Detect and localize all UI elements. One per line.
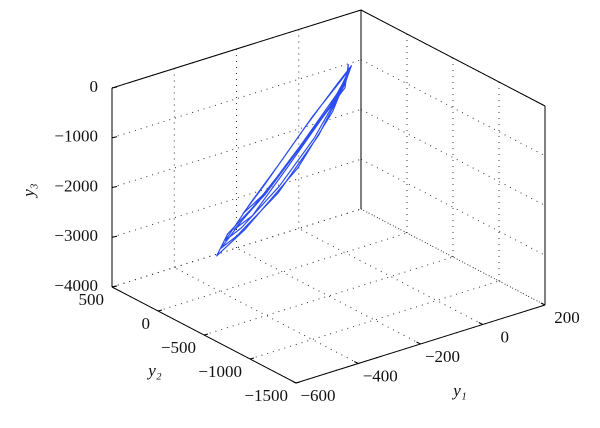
grid-line xyxy=(203,256,454,336)
y-tick-label: −1500 xyxy=(244,386,288,405)
z-tick-label: −1000 xyxy=(54,127,98,146)
grid-line xyxy=(360,109,546,206)
x-axis-label: y₁ xyxy=(451,381,466,400)
x-tick-label: −400 xyxy=(363,366,398,385)
x-tick-label: 200 xyxy=(554,308,580,327)
tick-mark xyxy=(291,380,297,384)
tick-mark xyxy=(111,86,118,89)
z-tick-label: 0 xyxy=(90,77,99,96)
tick-mark xyxy=(478,322,483,325)
tick-mark xyxy=(354,361,359,364)
x-tick-label: 0 xyxy=(501,327,510,346)
z-tick-label: −3000 xyxy=(54,226,98,245)
z-axis-label: y₃ xyxy=(19,183,38,199)
grid-line xyxy=(298,228,483,325)
grid-line xyxy=(360,158,546,256)
grid-line xyxy=(249,280,500,360)
grid-line xyxy=(236,247,421,345)
y-tick-label: 0 xyxy=(142,314,151,333)
tick-mark xyxy=(203,333,209,336)
x-tick-label: −200 xyxy=(425,347,460,366)
y-axis-label: y₂ xyxy=(146,361,162,380)
tick-mark xyxy=(540,302,546,306)
tick-mark xyxy=(111,186,118,188)
y-tick-label: −500 xyxy=(161,338,196,357)
y-tick-label: 500 xyxy=(79,290,105,309)
tick-mark xyxy=(295,381,301,384)
z-tick-label: −2000 xyxy=(54,176,98,195)
axis-line xyxy=(360,9,546,107)
grid-line xyxy=(174,267,359,364)
grid-line xyxy=(360,59,546,157)
tick-mark xyxy=(416,341,421,345)
trajectory xyxy=(216,64,352,257)
y-tick-label: −1000 xyxy=(198,362,242,381)
tick-mark xyxy=(157,309,163,312)
tick-mark xyxy=(111,136,118,139)
x-tick-label: −600 xyxy=(300,386,335,405)
tick-mark xyxy=(249,357,255,360)
tick-mark xyxy=(111,285,118,288)
grid-line xyxy=(157,232,408,312)
tick-mark xyxy=(111,235,118,238)
grid-line xyxy=(111,158,362,238)
axis-line xyxy=(111,9,362,89)
z-tick-label: −4000 xyxy=(54,276,98,295)
